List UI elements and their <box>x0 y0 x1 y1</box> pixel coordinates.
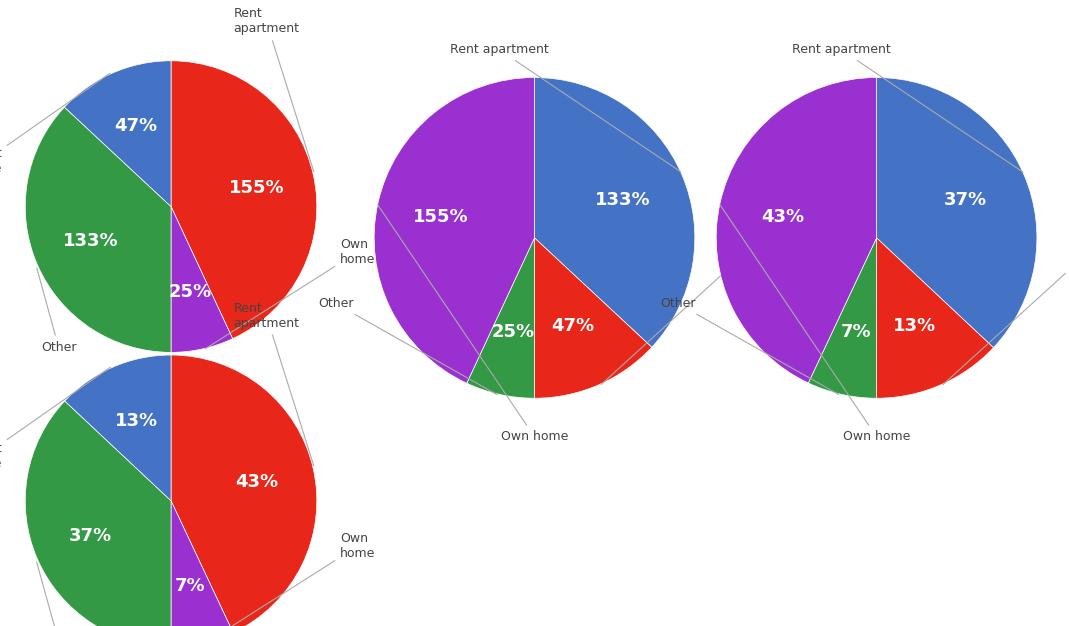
Text: Rent apartment: Rent apartment <box>792 43 1023 172</box>
Text: 37%: 37% <box>69 526 112 545</box>
Text: Own home: Own home <box>721 205 911 443</box>
Text: Rent apartment: Rent apartment <box>450 43 681 172</box>
Text: 47%: 47% <box>552 317 594 335</box>
Text: 155%: 155% <box>229 178 284 197</box>
Text: Rent
home: Rent home <box>601 240 761 384</box>
Text: Rent
home: Rent home <box>0 73 110 175</box>
Wedge shape <box>877 238 993 398</box>
Text: Rent
home: Rent home <box>0 367 110 470</box>
Text: 43%: 43% <box>235 473 278 491</box>
Text: 43%: 43% <box>761 208 804 226</box>
Wedge shape <box>171 61 316 339</box>
Wedge shape <box>534 238 652 398</box>
Text: 155%: 155% <box>413 208 468 226</box>
Wedge shape <box>808 238 877 398</box>
Text: Own
home: Own home <box>205 532 375 626</box>
Wedge shape <box>467 238 534 398</box>
Text: Other: Other <box>319 297 497 394</box>
Text: Other: Other <box>661 297 839 394</box>
Text: 47%: 47% <box>114 117 158 135</box>
Wedge shape <box>64 61 171 207</box>
Wedge shape <box>374 78 534 383</box>
Wedge shape <box>171 355 316 626</box>
Text: 25%: 25% <box>492 323 536 341</box>
Text: Own
home: Own home <box>205 238 375 349</box>
Text: Other: Other <box>36 268 76 354</box>
Text: Own home: Own home <box>378 205 569 443</box>
Wedge shape <box>716 78 877 383</box>
Text: 133%: 133% <box>63 232 119 250</box>
Text: 37%: 37% <box>943 191 987 208</box>
Text: Rent
apartment: Rent apartment <box>233 8 314 172</box>
Text: Rent
home: Rent home <box>943 240 1069 384</box>
Text: 133%: 133% <box>595 190 651 208</box>
Wedge shape <box>534 78 695 347</box>
Wedge shape <box>26 107 171 352</box>
Text: 7%: 7% <box>840 323 871 341</box>
Text: 13%: 13% <box>114 411 158 429</box>
Wedge shape <box>877 78 1037 347</box>
Text: Rent
apartment: Rent apartment <box>233 302 314 466</box>
Wedge shape <box>65 355 171 501</box>
Text: 25%: 25% <box>169 283 212 301</box>
Text: 13%: 13% <box>894 317 936 335</box>
Wedge shape <box>26 401 171 626</box>
Wedge shape <box>171 207 233 352</box>
Wedge shape <box>171 501 233 626</box>
Text: Other: Other <box>36 562 76 626</box>
Text: 7%: 7% <box>175 577 205 595</box>
